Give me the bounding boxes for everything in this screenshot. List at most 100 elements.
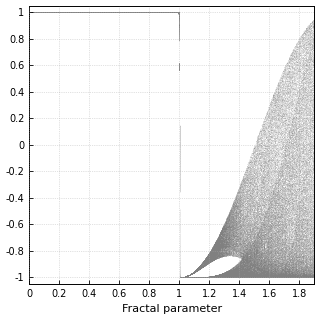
Point — [276, 188, 281, 193]
Point — [92, 10, 98, 15]
Point — [265, 152, 270, 157]
Point — [163, 10, 168, 15]
Point — [209, 254, 214, 259]
Point — [135, 10, 140, 15]
Point — [202, 259, 207, 264]
Point — [46, 10, 51, 15]
Point — [132, 10, 137, 15]
Point — [300, 244, 305, 249]
Point — [252, 246, 258, 251]
Point — [52, 10, 57, 15]
Point — [297, 274, 302, 279]
Point — [88, 10, 93, 15]
Point — [144, 10, 149, 15]
Point — [245, 273, 250, 278]
Point — [75, 10, 80, 15]
Point — [51, 10, 56, 15]
Point — [60, 10, 66, 15]
Point — [64, 10, 69, 15]
Point — [118, 10, 123, 15]
Point — [83, 10, 88, 15]
Point — [130, 10, 135, 15]
Point — [199, 275, 204, 280]
Point — [148, 10, 153, 15]
Point — [80, 10, 85, 15]
Point — [54, 10, 59, 15]
Point — [231, 215, 236, 220]
Point — [78, 10, 83, 15]
Point — [247, 268, 252, 273]
Point — [308, 48, 313, 53]
Point — [244, 275, 250, 280]
Point — [189, 270, 195, 276]
Point — [40, 10, 45, 15]
Point — [42, 10, 47, 15]
Point — [56, 10, 61, 15]
Point — [148, 10, 153, 15]
Point — [267, 194, 272, 199]
Point — [263, 152, 268, 157]
Point — [306, 242, 311, 247]
Point — [119, 10, 124, 15]
Point — [63, 10, 68, 15]
Point — [235, 271, 240, 276]
Point — [224, 223, 229, 228]
Point — [55, 10, 60, 15]
Point — [160, 10, 165, 15]
Point — [140, 10, 145, 15]
Point — [192, 269, 197, 274]
Point — [233, 250, 238, 255]
Point — [134, 10, 139, 15]
Point — [168, 10, 173, 15]
Point — [138, 10, 143, 15]
Point — [220, 271, 225, 276]
Point — [135, 10, 140, 15]
Point — [260, 174, 266, 179]
Point — [303, 263, 308, 268]
Point — [278, 272, 283, 277]
Point — [293, 274, 298, 279]
Point — [84, 10, 90, 15]
Point — [305, 29, 310, 35]
Point — [143, 10, 148, 15]
Point — [49, 10, 54, 15]
Point — [223, 272, 228, 277]
Point — [119, 10, 124, 15]
Point — [175, 10, 180, 15]
Point — [60, 10, 65, 15]
Point — [37, 10, 43, 15]
Point — [299, 173, 304, 179]
Point — [157, 10, 163, 15]
Point — [123, 10, 128, 15]
Point — [41, 10, 46, 15]
Point — [172, 10, 177, 15]
Point — [50, 10, 55, 15]
Point — [299, 105, 304, 110]
Point — [204, 259, 209, 264]
Point — [144, 10, 149, 15]
Point — [251, 247, 256, 252]
Point — [75, 10, 80, 15]
Point — [144, 10, 149, 15]
Point — [236, 231, 241, 236]
Point — [146, 10, 151, 15]
Point — [116, 10, 121, 15]
Point — [203, 257, 208, 262]
Point — [229, 212, 234, 217]
Point — [60, 10, 65, 15]
Point — [212, 249, 217, 254]
Point — [179, 275, 184, 280]
Point — [223, 239, 228, 244]
Point — [227, 225, 232, 230]
Point — [299, 205, 304, 211]
Point — [171, 10, 176, 15]
Point — [234, 203, 239, 208]
Point — [170, 10, 175, 15]
Point — [47, 10, 52, 15]
Point — [50, 10, 55, 15]
Point — [86, 10, 91, 15]
Point — [291, 48, 296, 53]
Point — [226, 248, 231, 253]
Point — [201, 275, 206, 280]
Point — [297, 274, 302, 279]
